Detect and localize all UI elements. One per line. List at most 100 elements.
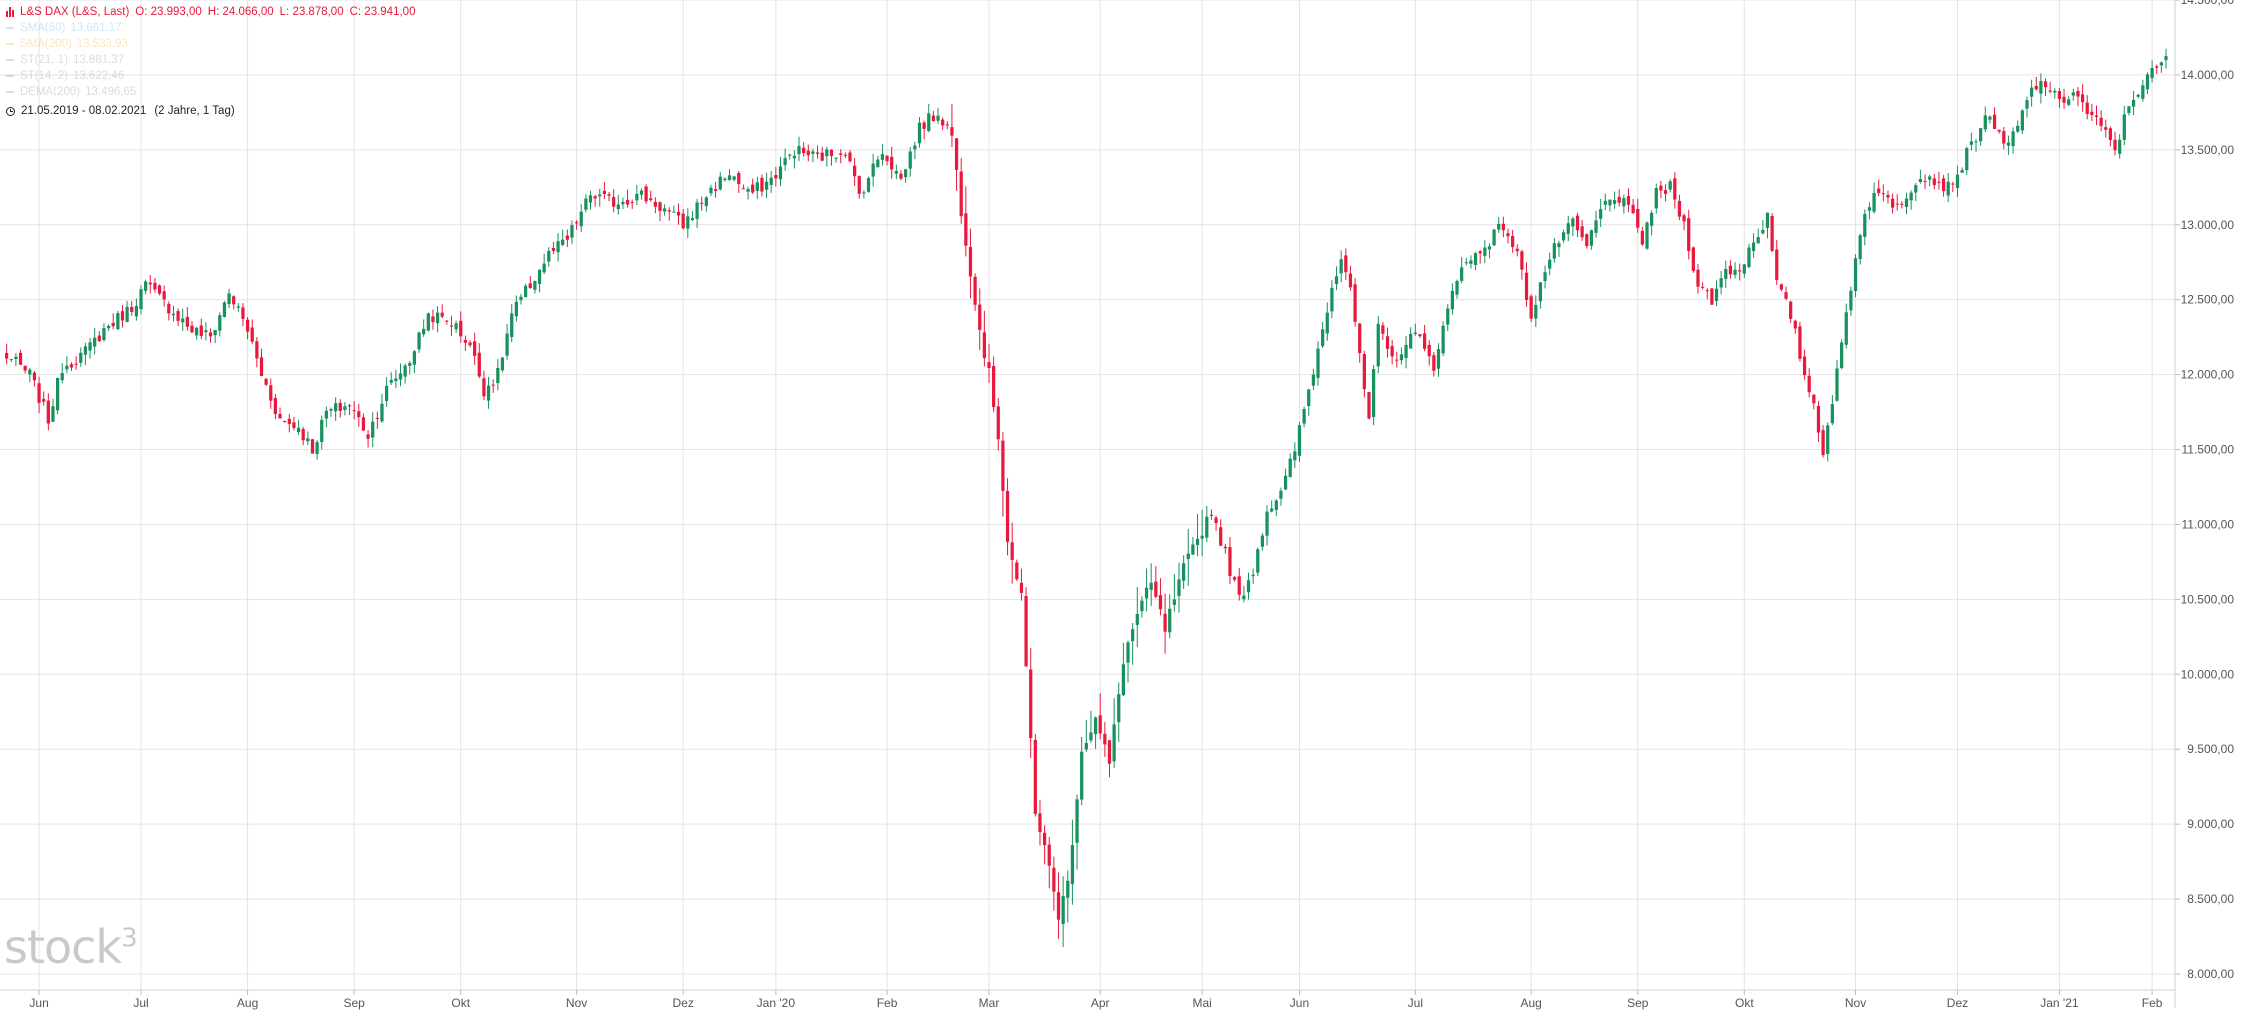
candle-body [1005, 490, 1010, 542]
candle-body [83, 346, 88, 355]
candle-up [116, 310, 120, 330]
candle-body [357, 411, 361, 418]
candle-up [913, 141, 917, 160]
candle-body [1612, 200, 1617, 204]
candle-up [1733, 262, 1737, 279]
candle-up [422, 319, 426, 337]
candle-body [1900, 203, 1904, 205]
candle-up [1121, 642, 1126, 697]
candle-down [1506, 228, 1510, 244]
candle-up [1765, 212, 1770, 239]
candle-body [1321, 329, 1325, 347]
candle-down [1710, 288, 1714, 305]
candle-body [1654, 188, 1658, 209]
candle-down [1812, 394, 1816, 410]
indicator-row[interactable]: ST(14, 2) 13.622,46 [6, 68, 421, 84]
candle-body [556, 241, 560, 253]
candle-down [741, 184, 746, 190]
candle-body [2062, 96, 2066, 103]
candle-up [1436, 343, 1441, 377]
candle-body [1177, 579, 1181, 597]
candle-down [713, 181, 718, 198]
candle-body [18, 352, 23, 365]
candle-body [454, 323, 458, 330]
candle-body [593, 196, 597, 199]
candle-up [2159, 61, 2163, 73]
x-tick-label: Mar [979, 996, 1000, 1010]
candle-down [1052, 856, 1056, 911]
candle-body [1121, 664, 1126, 696]
candle-up [1979, 127, 1983, 146]
indicator-row[interactable]: ST(21, 1) 13.881,37 [6, 52, 421, 68]
candle-body [899, 173, 903, 179]
candle-body [1997, 129, 2001, 132]
candle-up [917, 117, 922, 148]
candle-body [644, 186, 648, 202]
indicator-row[interactable]: DEMA(200) 13.496,65 [6, 84, 421, 100]
candle-down [1798, 321, 1802, 362]
candle-body [1830, 404, 1834, 424]
candle-body [1877, 188, 1881, 194]
candle-body [2118, 139, 2122, 154]
candle-body [927, 113, 931, 132]
candle-body [2034, 85, 2038, 90]
candle-down [232, 295, 236, 310]
candle-down [1687, 209, 1691, 260]
candle-up [533, 280, 537, 294]
candle-body [134, 306, 139, 317]
candle-down [1793, 319, 1797, 334]
y-tick-label: 8.000,00 [2187, 967, 2234, 981]
candle-body [1751, 242, 1756, 252]
candle-up [690, 211, 695, 222]
candle-up [2006, 135, 2011, 155]
date-range-row[interactable]: 21.05.2019 - 08.02.2021 (2 Jahre, 1 Tag) [6, 103, 421, 119]
candle-body [1571, 218, 1575, 227]
candle-up [1826, 422, 1830, 462]
candle-body [2150, 67, 2154, 79]
candle-up [306, 431, 310, 446]
x-tick-label: Feb [877, 996, 898, 1010]
candle-down [1663, 184, 1668, 202]
candle-body [524, 285, 528, 298]
candle-body [1599, 209, 1603, 219]
candle-body [2141, 85, 2145, 99]
candle-down [1154, 566, 1158, 599]
candle-down [2104, 119, 2108, 138]
candle-body [394, 378, 398, 382]
candle-up [1589, 229, 1594, 250]
candle-up [1371, 364, 1376, 426]
candle-up [1172, 574, 1176, 612]
candle-down [839, 149, 843, 164]
candle-up [1594, 210, 1598, 238]
candle-down [1019, 568, 1024, 601]
candle-up [514, 295, 518, 322]
indicator-row[interactable]: SMA(50) 13.661,17 [6, 20, 421, 36]
candle-down [269, 378, 273, 409]
candle-down [1992, 107, 1997, 130]
indicator-value: 13.622,46 [72, 70, 125, 82]
candle-up [1251, 568, 1255, 584]
candle-up [1909, 190, 1913, 210]
candle-body [380, 403, 384, 422]
candle-down [954, 138, 959, 191]
candle-down [2113, 131, 2117, 156]
candle-body [218, 315, 222, 331]
indicator-row[interactable]: SMA(200) 13.533,93 [6, 36, 421, 52]
candle-up [1571, 216, 1575, 237]
candle-down [1418, 334, 1422, 338]
candle-body [1946, 181, 1950, 196]
candle-down [658, 201, 662, 222]
candle-body [1056, 892, 1061, 920]
indicator-line-icon [6, 27, 14, 29]
candle-up [1492, 228, 1496, 247]
candle-down [853, 157, 857, 186]
candle-body [709, 187, 713, 194]
candle-down [278, 407, 282, 419]
candle-up [1307, 388, 1311, 416]
high-value: H: 24.066,00 [207, 6, 274, 18]
x-tick-label: Mai [1192, 996, 1211, 1010]
candle-body [584, 198, 588, 210]
candle-body [334, 403, 338, 412]
candle-down [1520, 249, 1524, 280]
